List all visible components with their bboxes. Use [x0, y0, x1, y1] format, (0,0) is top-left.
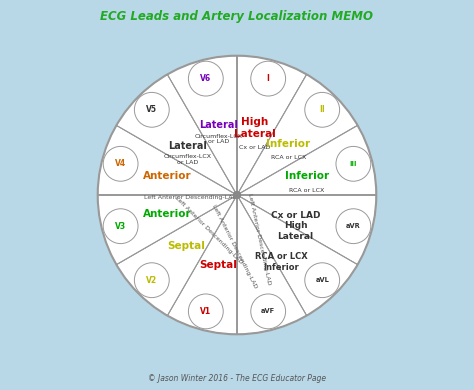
- Text: aVL: aVL: [315, 277, 329, 283]
- Text: RCA or LCX
Inferior: RCA or LCX Inferior: [255, 252, 308, 271]
- Text: © Jason Winter 2016 - The ECG Educator Page: © Jason Winter 2016 - The ECG Educator P…: [148, 374, 326, 383]
- Circle shape: [103, 209, 138, 244]
- Wedge shape: [117, 195, 237, 316]
- Wedge shape: [167, 56, 237, 195]
- Text: Left Anterior Descending-LAD: Left Anterior Descending-LAD: [211, 204, 258, 289]
- Circle shape: [98, 56, 376, 334]
- Wedge shape: [237, 195, 307, 334]
- Wedge shape: [237, 195, 357, 316]
- Circle shape: [305, 263, 339, 298]
- Text: II: II: [319, 105, 325, 114]
- Text: V1: V1: [200, 307, 211, 316]
- Text: Circumflex-LCX
or LAD: Circumflex-LCX or LAD: [194, 133, 242, 144]
- Circle shape: [188, 61, 223, 96]
- Circle shape: [336, 146, 371, 181]
- Wedge shape: [98, 125, 237, 195]
- Text: aVR: aVR: [346, 223, 361, 229]
- Text: Cx or LAD
High
Lateral: Cx or LAD High Lateral: [271, 211, 320, 241]
- Text: Cx or LAD: Cx or LAD: [239, 145, 271, 150]
- Text: aVF: aVF: [261, 308, 275, 314]
- Wedge shape: [237, 74, 357, 195]
- Text: V5: V5: [146, 105, 157, 114]
- Text: V6: V6: [200, 74, 211, 83]
- Text: Left Anterior Descending-LAD: Left Anterior Descending-LAD: [247, 193, 272, 286]
- Wedge shape: [98, 195, 237, 265]
- Circle shape: [251, 61, 286, 96]
- Text: Septal: Septal: [167, 241, 205, 251]
- Text: III: III: [350, 161, 357, 167]
- Text: Inferior: Inferior: [266, 139, 310, 149]
- Circle shape: [234, 191, 240, 199]
- Circle shape: [251, 294, 286, 329]
- Text: V2: V2: [146, 276, 157, 285]
- Wedge shape: [237, 56, 307, 195]
- Text: RCA or LCX: RCA or LCX: [271, 155, 306, 160]
- Circle shape: [103, 146, 138, 181]
- Circle shape: [135, 263, 169, 298]
- Text: Lateral: Lateral: [168, 141, 207, 151]
- Text: Left Anterior Descending-LAD: Left Anterior Descending-LAD: [174, 195, 244, 264]
- Wedge shape: [167, 195, 237, 334]
- Text: ECG Leads and Artery Localization MEMO: ECG Leads and Artery Localization MEMO: [100, 10, 374, 23]
- Text: V3: V3: [115, 222, 126, 230]
- Circle shape: [135, 92, 169, 127]
- Text: Circumflex-LCX
or LAD: Circumflex-LCX or LAD: [164, 154, 212, 165]
- Text: Anterior: Anterior: [143, 209, 191, 219]
- Circle shape: [336, 209, 371, 244]
- Text: Inferior: Inferior: [285, 171, 329, 181]
- Wedge shape: [237, 125, 376, 195]
- Text: I: I: [267, 74, 270, 83]
- Text: RCA or LCX: RCA or LCX: [289, 188, 325, 193]
- Circle shape: [305, 92, 339, 127]
- Text: Lateral: Lateral: [199, 120, 237, 130]
- Text: Left Anterior Descending-LAD: Left Anterior Descending-LAD: [145, 195, 238, 200]
- Text: High
Lateral: High Lateral: [234, 117, 276, 138]
- Text: V4: V4: [115, 160, 126, 168]
- Text: Septal: Septal: [199, 260, 237, 270]
- Text: Anterior: Anterior: [143, 171, 191, 181]
- Circle shape: [188, 294, 223, 329]
- Wedge shape: [237, 195, 376, 265]
- Wedge shape: [117, 74, 237, 195]
